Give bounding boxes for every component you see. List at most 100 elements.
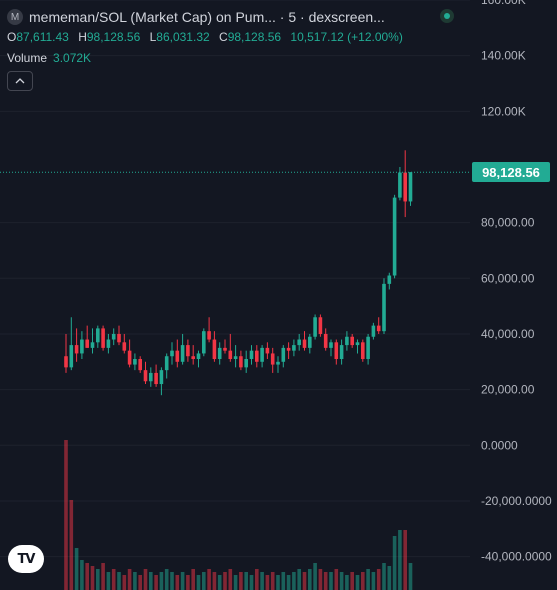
volume-bar [308,569,312,590]
market-status-icon[interactable] [440,9,454,23]
candle-body [175,350,180,362]
volume-bar [239,572,243,590]
volume-bar [334,569,339,590]
price-axis-tick-label: -40,000.0000 [481,550,552,564]
candle-body [64,356,68,368]
volume-bar [403,530,407,590]
volume-bar [101,563,105,590]
tradingview-logo-icon[interactable]: TV [8,545,44,573]
chevron-up-icon [15,78,25,84]
volume-bar [244,572,248,590]
candle-body [302,339,307,348]
price-axis[interactable]: 160.00K 140.00K 120.00K 80,000.00 60,000.00 4… [481,0,552,564]
volume-legend: Volume 3.072K [7,51,91,65]
volume-bar [350,572,354,590]
volume-bar [212,572,217,590]
candle-body [133,359,137,365]
volume-bar [122,575,127,590]
candle-body [249,350,254,360]
volume-bar [345,575,349,590]
candle-body [96,328,100,343]
high-label: H [78,30,87,44]
collapse-legend-button[interactable] [7,71,33,91]
volume-bar [281,572,286,590]
volume-bar [361,572,365,590]
symbol-title[interactable]: mememan/SOL (Market Cap) on Pum... · 5 ·… [29,9,385,25]
ohlc-values: O87,611.43 H98,128.56 L86,031.32 C98,128… [7,30,409,44]
candle-body [334,342,339,360]
candle-body [403,172,407,202]
price-axis-tick-label: 40,000.00 [481,327,535,341]
volume-bar [392,536,397,590]
candle-body [69,345,74,368]
candle-body [392,197,397,276]
candle-body [217,347,222,360]
candle-body [382,283,386,332]
candle-body [355,342,360,346]
volume-bar [297,569,301,590]
candle-body [297,339,301,346]
volume-label: Volume [7,51,48,65]
close-label: C [219,30,228,44]
volume-bar [74,548,79,590]
volume-bar [371,572,376,590]
volume-bar [64,440,68,590]
candle-body [143,370,148,382]
candle-body [170,350,174,357]
price-axis-tick-label: 0.0000 [481,438,518,452]
volume-bar [387,566,392,590]
candle-body [228,350,233,360]
candle-body [398,172,402,198]
candle-body [223,347,227,351]
low-value: 86,031.32 [156,30,210,44]
candle-body [361,342,365,360]
candle-body [244,359,248,368]
candle-body [239,356,243,368]
volume-bar [260,572,264,590]
symbol-logo-icon: M [7,9,23,25]
candle-body [329,342,333,348]
volume-bar [117,572,121,590]
candle-body [339,345,344,360]
volume-bar [302,572,307,590]
price-axis-tick-label: 120.00K [481,104,526,118]
volume-bar [265,575,270,590]
volume-bar [408,563,413,590]
candle-body [127,350,132,365]
candle-body [292,345,296,351]
volume-bar [80,560,84,590]
volume-bar [143,569,148,590]
candle-body [308,336,312,348]
candle-body [159,370,164,385]
candle-body [270,353,275,365]
volume-bar [149,572,153,590]
volume-bar [191,569,195,590]
volume-bar [366,569,370,590]
symbol-legend: M mememan/SOL (Market Cap) on Pum... · 5… [7,8,385,26]
candle-body [276,361,280,365]
price-change: 10,517.12 (+12.00%) [290,30,403,44]
volume-bar [85,563,89,590]
volume-bar [382,563,386,590]
candle-body [323,333,328,348]
volume-bar [339,572,344,590]
volume-bar [159,572,164,590]
price-axis-tick-label: 80,000.00 [481,216,535,230]
candle-body [233,356,238,360]
candle-body [260,347,264,362]
candles [64,150,413,396]
candle-body [318,317,323,334]
candle-body [90,342,95,348]
candle-body [255,350,259,362]
grid-lines [0,0,470,558]
volume-bar [175,575,180,590]
volume-bar [286,575,291,590]
volume-bar [376,569,381,590]
volume-bar [249,575,254,590]
candle-body [122,342,127,351]
candle-body [345,336,349,346]
volume-bar [255,569,259,590]
candle-body [186,345,190,357]
volume-bar [180,572,185,590]
